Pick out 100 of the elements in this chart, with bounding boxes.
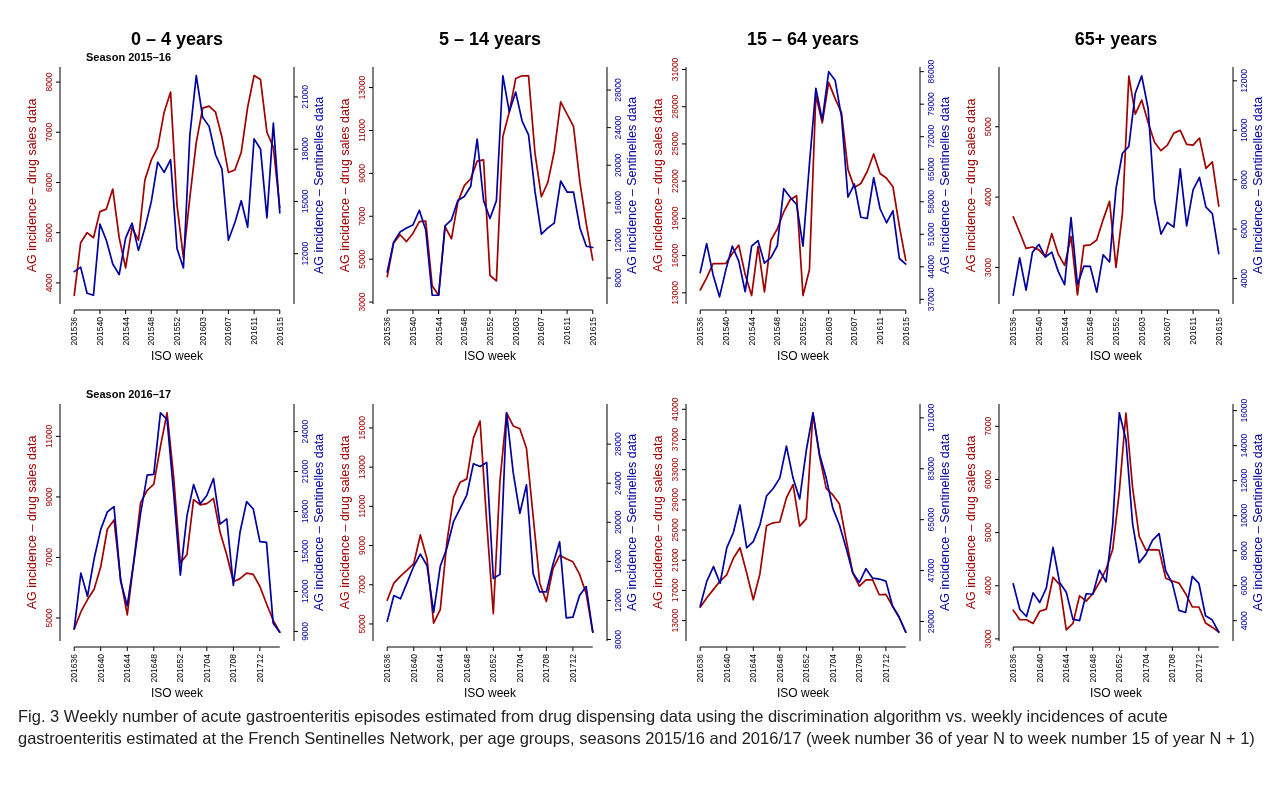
y2-tick-label: 12000 [613, 588, 623, 613]
y2-tick-label: 8000 [613, 268, 623, 288]
x-tick-label: 201712 [1193, 653, 1204, 683]
line-series [73, 74, 281, 297]
y2-tick-label: 12000 [1239, 68, 1249, 93]
y-tick-label: 28000 [670, 94, 680, 119]
x-tick-label: 201536 [382, 316, 393, 346]
y2-tick-label: 6000 [1239, 219, 1249, 239]
x-tick-label: 201648 [1087, 653, 1098, 683]
y2-tick-label: 79000 [926, 92, 936, 116]
x-tick-label: 201636 [1008, 653, 1019, 683]
y2-tick-label: 4000 [1239, 610, 1249, 631]
y2-tick-label: 47000 [926, 558, 936, 583]
y-tick-label: 4000 [983, 576, 993, 596]
x-tick-label: 201611 [249, 316, 260, 345]
x-tick-label: 201712 [880, 653, 891, 683]
y-tick-label: 5000 [983, 522, 993, 543]
y2-tick-label: 72000 [926, 124, 936, 149]
y-tick-label: 8000 [44, 72, 54, 92]
y-tick-label: 5000 [44, 608, 54, 628]
y2-tick-label: 29000 [926, 609, 936, 634]
y2-tick-label: 12000 [300, 241, 310, 266]
y2-axis-title: AG incidence – Sentinelles data [938, 96, 952, 275]
y2-tick-label: 8000 [1239, 169, 1249, 190]
y2-tick-label: 101000 [926, 403, 936, 433]
x-tick-label: 201712 [567, 653, 578, 683]
x-tick-label: 201552 [172, 316, 182, 346]
y-tick-label: 37000 [670, 427, 680, 452]
line-series [73, 411, 281, 634]
line-series [699, 412, 907, 634]
y-tick-label: 5000 [44, 222, 54, 243]
y-tick-label: 7000 [44, 122, 54, 142]
x-tick-label: 201644 [122, 653, 133, 683]
x-tick-label: 201652 [1114, 653, 1125, 683]
y2-tick-label: 18000 [300, 137, 310, 162]
y2-tick-label: 8000 [1239, 540, 1249, 561]
y-axis-title: AG incidence – drug sales data [25, 435, 39, 610]
x-axis-title: ISO week [1089, 349, 1143, 363]
x-tick-label: 201536 [695, 316, 706, 346]
x-tick-label: 201603 [1136, 316, 1147, 346]
x-axis-title: ISO week [776, 349, 830, 363]
y-tick-label: 33000 [670, 457, 680, 482]
x-tick-label: 201708 [1167, 653, 1178, 683]
y-tick-label: 13000 [357, 455, 367, 479]
x-tick-label: 201607 [849, 316, 860, 346]
y-tick-label: 3000 [983, 629, 993, 649]
x-tick-label: 201544 [746, 316, 757, 346]
x-tick-label: 201652 [488, 653, 499, 683]
x-tick-label: 201540 [720, 316, 731, 346]
x-tick-label: 201611 [562, 316, 573, 345]
x-tick-label: 201540 [94, 316, 105, 346]
x-tick-label: 201603 [823, 316, 834, 346]
x-tick-label: 201615 [587, 316, 598, 346]
y-tick-label: 11000 [44, 424, 54, 448]
x-tick-label: 201544 [433, 316, 444, 346]
y-axis-title: AG incidence – drug sales data [651, 435, 665, 610]
x-tick-label: 201652 [801, 653, 812, 683]
x-tick-label: 201712 [254, 653, 265, 683]
y-tick-label: 29000 [670, 487, 680, 512]
x-tick-label: 201548 [146, 316, 157, 346]
chart-title: 15 – 64 years [746, 29, 860, 49]
caption: Fig. 3 Weekly number of acute gastroenteritis episodes estimated from drug dispensing data using the discrimination algorithm vs. weekly incidences of acute gastroenteritis estimated at the French Sentinelles Network, per age groups, seasons 2015/16 and 2016/17 (week number 36 of year N to week number 15 of year N + 1) [17, 706, 1256, 749]
y2-axis-title: AG incidence – Sentinelles data [625, 433, 639, 612]
y-tick-label: 6000 [44, 172, 54, 192]
y-tick-label: 7000 [44, 547, 54, 567]
y-tick-label: 6000 [983, 469, 993, 489]
y-tick-label: 3000 [357, 292, 367, 312]
y-tick-label: 13000 [357, 75, 367, 100]
y2-tick-label: 16000 [613, 190, 623, 215]
y2-tick-label: 4000 [1239, 268, 1249, 289]
y2-axis-title: AG incidence – Sentinelles data [938, 433, 952, 612]
y2-tick-label: 15000 [300, 189, 310, 214]
y2-tick-label: 65000 [926, 157, 936, 182]
y2-tick-label: 28000 [613, 77, 623, 102]
x-tick-label: 201615 [274, 316, 285, 346]
y2-tick-label: 18000 [300, 499, 310, 524]
x-tick-label: 201544 [1059, 316, 1070, 346]
y-tick-label: 15000 [357, 415, 367, 440]
y2-tick-label: 12000 [613, 228, 623, 253]
y2-tick-label: 28000 [613, 432, 623, 456]
y2-tick-label: 12000 [1239, 468, 1249, 493]
x-tick-label: 201640 [721, 653, 732, 683]
y-tick-label: 5000 [983, 117, 993, 137]
y-tick-label: 4000 [983, 187, 993, 207]
y2-tick-label: 24000 [300, 419, 310, 444]
y-tick-label: 25000 [670, 131, 680, 156]
y-axis-title: AG incidence – drug sales data [25, 98, 39, 273]
y-tick-label: 9000 [357, 535, 367, 555]
y-tick-label: 25000 [670, 517, 680, 542]
y-tick-label: 41000 [670, 397, 680, 422]
chart-title: 0 – 4 years [130, 29, 224, 49]
x-tick-label: 201644 [435, 653, 446, 683]
chart-title: 65+ years [1074, 29, 1158, 49]
y2-tick-label: 44000 [926, 254, 936, 279]
y-tick-label: 7000 [357, 575, 367, 595]
y-tick-label: 9000 [44, 487, 54, 507]
x-tick-label: 201704 [1140, 653, 1151, 683]
y2-tick-label: 24000 [613, 115, 623, 140]
x-tick-label: 201603 [510, 316, 521, 346]
y2-tick-label: 8000 [613, 629, 623, 649]
